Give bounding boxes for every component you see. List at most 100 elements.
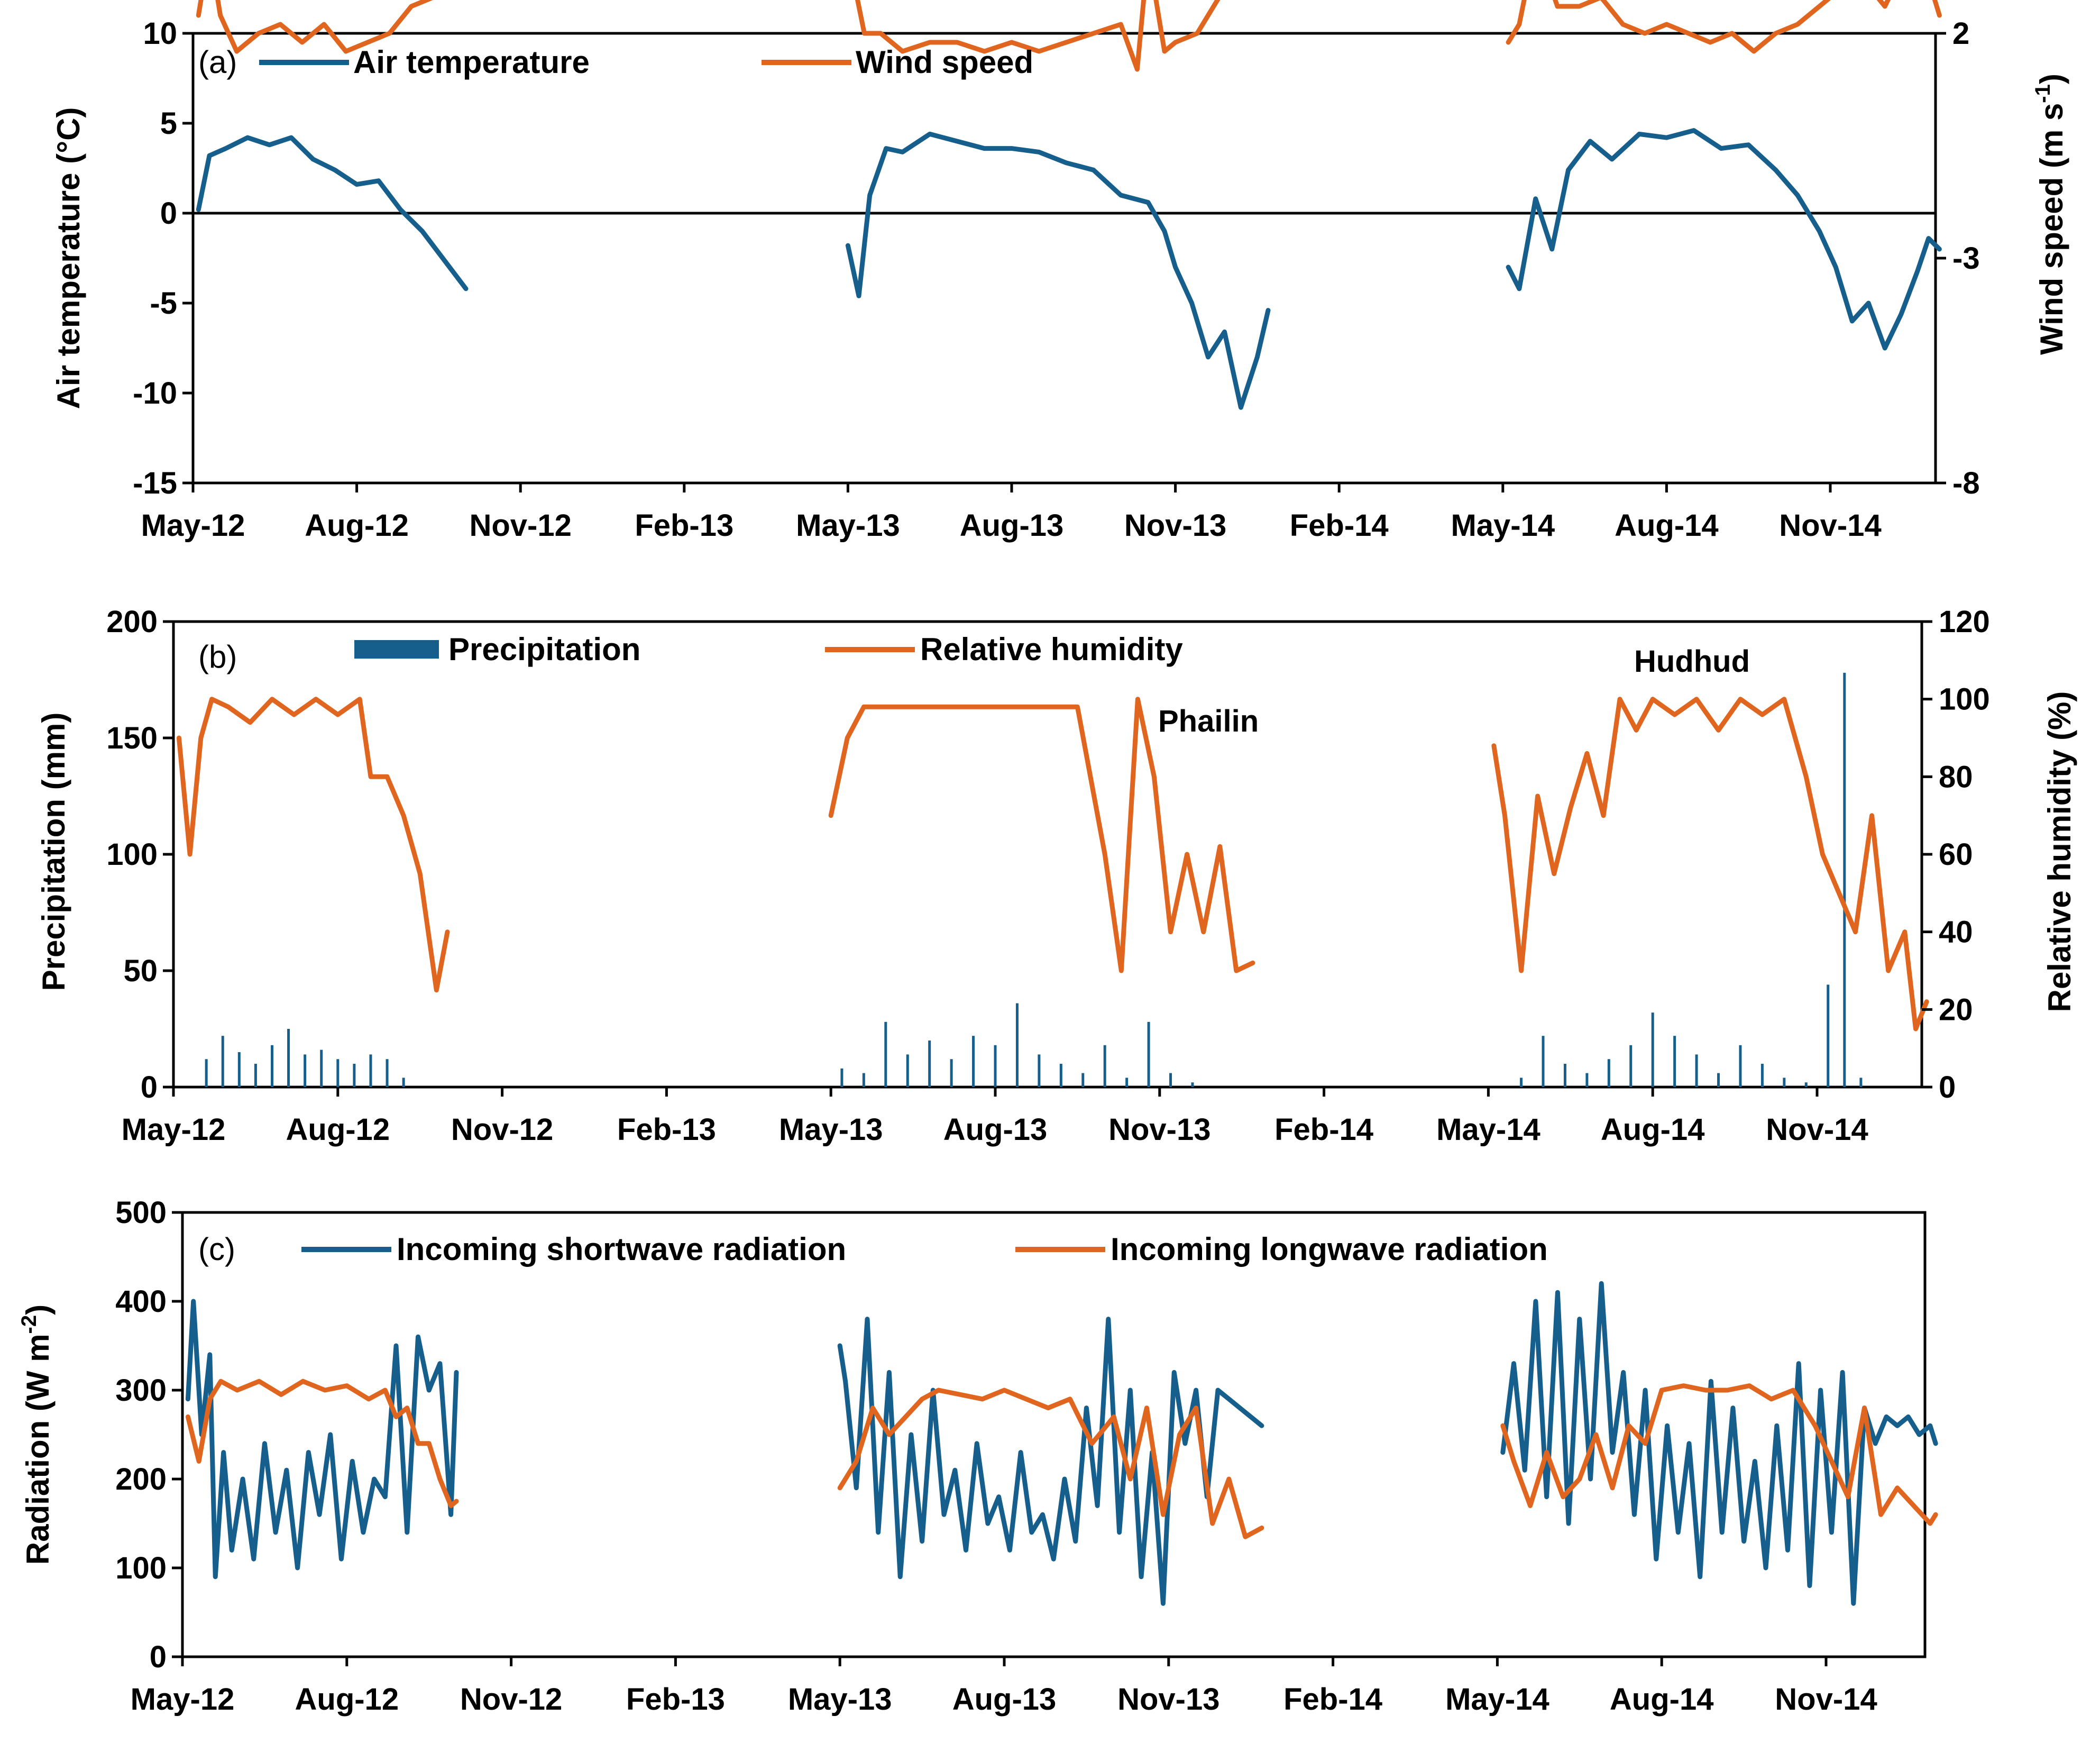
- legend-air-temperature: Air temperature: [353, 44, 590, 80]
- precipitation-bar: [1717, 1073, 1720, 1087]
- x-tick-label: Feb-14: [1274, 1112, 1373, 1147]
- panel-a-left-ticks: 10 5 0 -5 -10 -15: [133, 16, 193, 500]
- y-tick-label: 0: [160, 196, 177, 231]
- legend-precipitation: Precipitation: [448, 632, 640, 667]
- y-tick-label: -5: [150, 286, 177, 321]
- y-tick-label: 400: [115, 1284, 167, 1319]
- precipitation-bar: [369, 1054, 372, 1087]
- y-tick-label: 200: [106, 605, 158, 639]
- y2-tick-label: 60: [1939, 837, 1973, 872]
- precipitation-bar: [1804, 1082, 1808, 1087]
- legend-precipitation-swatch: [354, 640, 439, 659]
- y-tick-label: 10: [143, 16, 177, 51]
- precipitation-bar: [884, 1021, 887, 1087]
- panel-c-x-ticks: May-12 Aug-12 Nov-12 Feb-13 May-13 Aug-13 Nov-…: [131, 1657, 1877, 1717]
- x-tick-label: Aug-12: [295, 1682, 399, 1717]
- panel-a-right-ticks: 2 -3 -8: [1936, 16, 1980, 500]
- x-tick-label: Nov-14: [1766, 1112, 1868, 1147]
- x-tick-label: Feb-13: [626, 1682, 725, 1717]
- precipitation-bar: [205, 1059, 208, 1087]
- precipitation-bar: [1673, 1036, 1676, 1087]
- x-tick-label: Aug-14: [1615, 508, 1719, 543]
- y-tick-label: 150: [106, 721, 158, 755]
- panel-c-y-axis-label-sup: -2: [17, 1315, 41, 1334]
- precipitation-bar: [1191, 1082, 1194, 1087]
- precipitation-bar: [1607, 1059, 1610, 1087]
- precipitation-bar: [221, 1036, 224, 1087]
- precipitation-bar: [1520, 1078, 1523, 1087]
- y-tick-label: 100: [115, 1551, 167, 1585]
- precipitation-bar: [1629, 1045, 1633, 1087]
- panel-a-y-axis-label-right: Wind speed (m s-1): [2031, 74, 2069, 355]
- x-tick-label: Feb-13: [635, 508, 733, 543]
- precipitation-bar: [1695, 1054, 1698, 1087]
- panel-b-precipitation-bars: [205, 672, 1863, 1087]
- y-tick-label: -10: [133, 376, 177, 410]
- precipitation-bar: [1081, 1073, 1085, 1087]
- series-incoming-longwave-radiation-segment-0: [185, 1379, 459, 1508]
- series-relative-humidity-segment-1: [828, 697, 1255, 973]
- y-tick-label: 5: [160, 106, 177, 141]
- precipitation-bar: [1125, 1078, 1129, 1087]
- series-wind-speed-segment-2: [1506, 0, 1942, 54]
- precipitation-bar: [287, 1029, 290, 1087]
- series-relative-humidity-segment-2: [1491, 697, 1929, 1032]
- x-tick-label: May-12: [131, 1682, 235, 1717]
- panel-b-x-ticks: May-12 Aug-12 Nov-12 Feb-13 May-13 Aug-13 Nov-…: [122, 1087, 1868, 1147]
- series-incoming-shortwave-radiation-segment-1: [837, 1317, 1264, 1606]
- series-air-temperature-segment-0: [196, 135, 469, 291]
- precipitation-bar: [353, 1064, 356, 1087]
- y-tick-label: 0: [141, 1070, 158, 1105]
- x-tick-label: May-12: [141, 508, 245, 543]
- y2-tick-label: -8: [1952, 466, 1980, 500]
- precipitation-bar: [1169, 1073, 1172, 1087]
- panel-b-humidity-lines: [176, 697, 1929, 1032]
- x-tick-label: Aug-12: [305, 508, 409, 543]
- x-tick-label: May-13: [779, 1112, 883, 1147]
- x-tick-label: Aug-13: [952, 1682, 1057, 1717]
- panel-c-y-axis-label-main: Radiation (W m: [20, 1334, 56, 1565]
- legend-longwave: Incoming longwave radiation: [1111, 1231, 1548, 1267]
- panel-b-label: (b): [198, 639, 237, 674]
- precipitation-bar: [304, 1054, 307, 1087]
- series-air-temperature-segment-2: [1506, 128, 1942, 351]
- x-tick-label: May-14: [1451, 508, 1555, 543]
- precipitation-bar: [1147, 1021, 1150, 1087]
- panel-a-label: (a): [198, 44, 237, 80]
- precipitation-bar: [1739, 1045, 1742, 1087]
- series-air-temperature-segment-1: [845, 131, 1271, 410]
- precipitation-bar: [1760, 1064, 1764, 1087]
- y2-tick-label: 100: [1939, 682, 1990, 717]
- x-tick-label: May-14: [1436, 1112, 1540, 1147]
- panel-a-y-axis-label-right-main: Wind speed (m s: [2034, 103, 2069, 355]
- panel-a-series-lines: [196, 0, 1942, 410]
- panel-b-right-ticks: 120 100 80 60 40 20 0: [1922, 605, 1990, 1105]
- panel-c-y-axis-label-end: ): [20, 1304, 56, 1315]
- panel-b-y-axis-label-right: Relative humidity (%): [2042, 691, 2077, 1012]
- precipitation-bar: [972, 1036, 975, 1087]
- x-tick-label: May-12: [122, 1112, 226, 1147]
- precipitation-bar: [402, 1078, 405, 1087]
- x-tick-label: May-14: [1445, 1682, 1549, 1717]
- precipitation-bar: [1059, 1064, 1062, 1087]
- y2-tick-label: 0: [1939, 1070, 1956, 1105]
- precipitation-bar: [840, 1068, 843, 1087]
- precipitation-bar: [1542, 1036, 1545, 1087]
- panel-a-air-temperature-wind-speed: 10 5 0 -5 -10 -15 2 -3 -8 May-12 Aug-12 Nov-12 Feb…: [51, 0, 2069, 543]
- x-tick-label: Aug-13: [960, 508, 1064, 543]
- x-tick-label: Nov-13: [1108, 1112, 1211, 1147]
- x-tick-label: Nov-13: [1124, 508, 1226, 543]
- panel-a-y-axis-label-right-sup: -1: [2031, 84, 2055, 103]
- panel-a-y-axis-label-right-end: ): [2034, 74, 2069, 84]
- y-tick-label: 100: [106, 837, 158, 872]
- precipitation-bar: [906, 1054, 909, 1087]
- series-incoming-longwave-radiation-segment-1: [837, 1388, 1264, 1539]
- panel-c-plot-frame: [181, 1211, 1927, 1658]
- x-tick-label: Aug-12: [286, 1112, 390, 1147]
- precipitation-bar: [928, 1041, 931, 1087]
- y2-tick-label: 120: [1939, 605, 1990, 639]
- x-tick-label: Feb-14: [1283, 1682, 1382, 1717]
- panel-a-plot-frame: [191, 32, 1937, 485]
- x-tick-label: May-13: [796, 508, 900, 543]
